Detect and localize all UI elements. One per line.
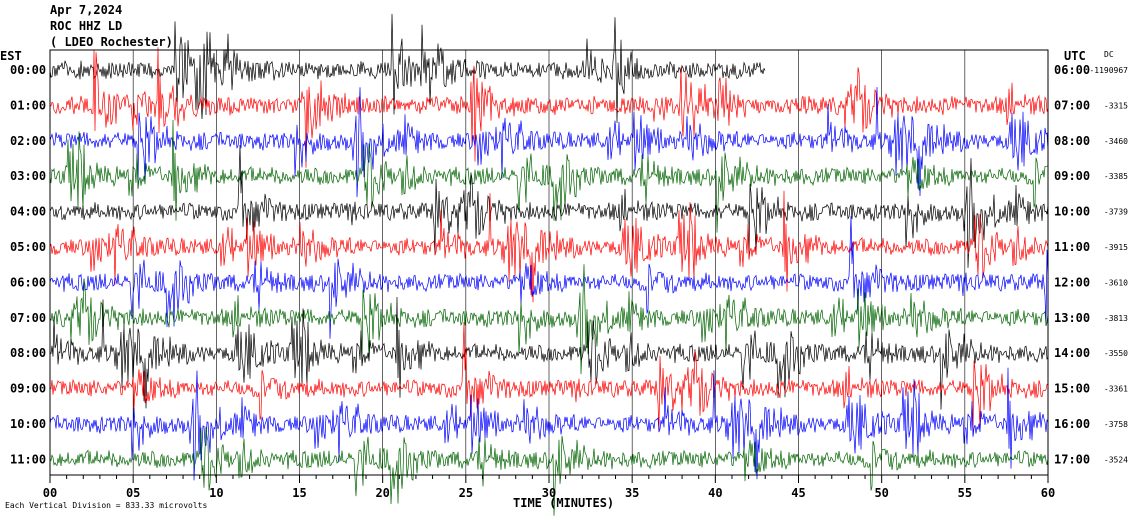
trace-row-1100 [49,426,1049,516]
station-name: ROC HHZ LD [50,19,123,33]
trace-row-0100 [49,47,1049,168]
est-hour-label: 04:00 [10,205,46,219]
est-hour-label: 11:00 [10,452,46,466]
x-tick-label: 35 [625,486,639,500]
dc-offset-label: -3460 [1104,137,1128,146]
dc-offset-label: -3315 [1104,101,1128,110]
dc-offset-label: -3758 [1104,420,1128,429]
dc-offset-label: -3813 [1104,314,1128,323]
utc-hour-label: 14:00 [1054,346,1090,360]
x-tick-label: 10 [209,486,223,500]
x-tick-label: 15 [292,486,306,500]
dc-offset-label: -1190967 [1089,66,1128,75]
utc-hour-label: 12:00 [1054,275,1090,289]
x-tick-label: 45 [791,486,805,500]
est-hour-label: 00:00 [10,63,46,77]
x-tick-label: 05 [126,486,140,500]
dc-offset-label: -3385 [1104,172,1128,181]
dc-offset-label: -3739 [1104,208,1128,217]
utc-hour-label: 07:00 [1054,98,1090,112]
utc-hour-label: 16:00 [1054,417,1090,431]
x-axis-ticks: 00 05 10 15 20 25 30 35 40 45 50 55 60 [43,475,1055,500]
utc-hour-label: 10:00 [1054,205,1090,219]
x-axis-title: TIME (MINUTES) [513,496,614,510]
utc-axis-title: UTC [1064,49,1086,63]
trace-row-0000 [49,13,766,123]
dc-offset-label: -3361 [1104,385,1128,394]
dc-offset-label: -3550 [1104,349,1128,358]
dc-offset-label: -3915 [1104,243,1128,252]
trace-row-0300 [49,119,1049,233]
utc-hour-label: 08:00 [1054,134,1090,148]
trace-row-0400 [49,144,1049,268]
trace-row-1000 [49,367,1049,481]
utc-hour-label: 15:00 [1054,382,1090,396]
est-hour-label: 08:00 [10,346,46,360]
trace-row-0800 [49,296,1049,410]
x-tick-label: 20 [375,486,389,500]
est-hour-label: 10:00 [10,417,46,431]
site-name: ( LDEO Rochester) [50,35,173,49]
est-hour-label: 03:00 [10,169,46,183]
dc-title: DC [1104,50,1114,59]
est-hour-label: 02:00 [10,134,46,148]
trace-row-0200 [49,87,1049,198]
x-tick-label: 30 [542,486,556,500]
x-tick-label: 40 [708,486,722,500]
trace-row-0500 [49,190,1049,303]
est-hour-label: 06:00 [10,275,46,289]
x-tick-label: 25 [459,486,473,500]
x-tick-label: 60 [1041,486,1055,500]
x-tick-label: 50 [874,486,888,500]
est-axis-title: EST [0,49,22,63]
division-note: Each Vertical Division = 833.33 microvol… [5,501,207,510]
utc-hour-label: 06:00 [1054,63,1090,77]
plot-date: Apr 7,2024 [50,3,123,17]
x-tick-label: 00 [43,486,57,500]
utc-hour-label: 17:00 [1054,452,1090,466]
utc-hour-label: 13:00 [1054,311,1090,325]
x-tick-label: 55 [958,486,972,500]
est-hour-label: 07:00 [10,311,46,325]
est-hour-label: 09:00 [10,382,46,396]
est-hour-label: 01:00 [10,98,46,112]
utc-hour-label: 11:00 [1054,240,1090,254]
dc-offset-label: -3524 [1104,455,1128,464]
trace-row-0600 [49,215,1049,339]
trace-row-0700 [49,264,1049,375]
dc-offset-label: -3610 [1104,278,1128,287]
utc-hour-label: 09:00 [1054,169,1090,183]
seismic-traces [49,13,1049,516]
est-hour-label: 05:00 [10,240,46,254]
trace-row-0900 [49,321,1049,436]
